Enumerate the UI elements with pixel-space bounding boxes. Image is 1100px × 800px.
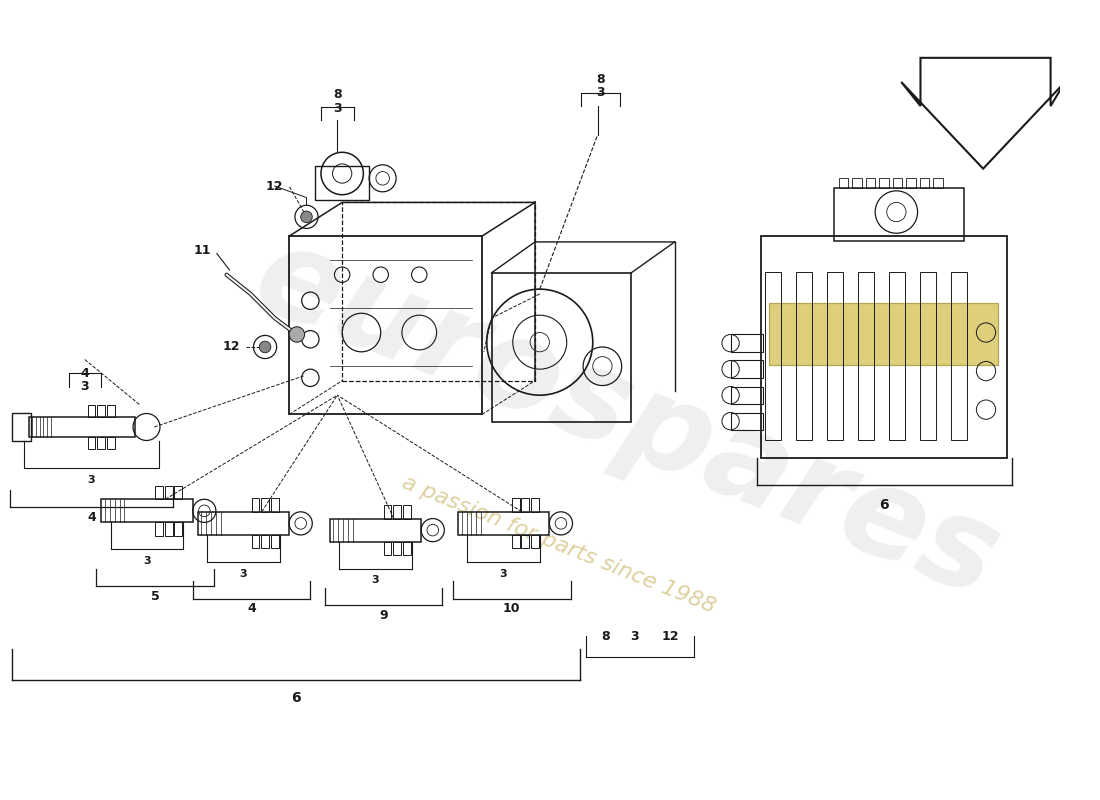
Text: 4: 4 [80, 366, 89, 379]
Bar [316, 166, 370, 201]
Text: 4: 4 [248, 602, 256, 615]
Bar [521, 535, 529, 549]
Bar [906, 178, 915, 188]
Bar [889, 272, 904, 441]
Bar [403, 505, 410, 518]
Bar [403, 542, 410, 555]
Bar [261, 535, 268, 549]
Text: 10: 10 [503, 602, 520, 615]
Bar [521, 498, 529, 512]
Text: 3: 3 [80, 380, 89, 393]
Bar [512, 535, 519, 549]
Bar [892, 178, 902, 188]
Text: 3: 3 [596, 86, 605, 99]
Bar [198, 512, 289, 535]
Text: 3: 3 [240, 569, 248, 578]
Text: 3: 3 [630, 630, 638, 642]
Bar [175, 486, 183, 499]
Circle shape [289, 326, 305, 342]
Bar [252, 498, 260, 512]
Text: 11: 11 [194, 244, 211, 257]
Bar [88, 405, 96, 418]
Bar [730, 334, 763, 352]
Bar [88, 437, 96, 449]
Bar [879, 178, 889, 188]
Text: 8: 8 [601, 630, 609, 642]
Text: 12: 12 [661, 630, 679, 642]
Bar [827, 272, 843, 441]
Bar [769, 302, 998, 365]
Text: 5: 5 [151, 590, 160, 603]
Text: 6: 6 [292, 691, 300, 705]
Bar [761, 236, 1008, 458]
Bar [834, 188, 964, 241]
Bar [866, 178, 876, 188]
Text: 8: 8 [333, 88, 342, 102]
Bar [852, 178, 861, 188]
Text: a passion for parts since 1988: a passion for parts since 1988 [399, 472, 718, 617]
Bar [342, 202, 535, 381]
Bar [261, 498, 268, 512]
Text: 4: 4 [87, 511, 96, 524]
Text: 3: 3 [88, 475, 96, 485]
Bar [393, 505, 402, 518]
Text: 12: 12 [266, 179, 284, 193]
Text: 9: 9 [379, 609, 388, 622]
Bar [838, 178, 848, 188]
Text: 3: 3 [333, 102, 342, 114]
Bar [393, 542, 402, 555]
Bar [858, 272, 873, 441]
Bar [29, 418, 135, 437]
Bar [531, 498, 539, 512]
Bar [512, 498, 519, 512]
Text: 3: 3 [372, 575, 379, 586]
Bar [730, 413, 763, 430]
Bar [933, 178, 943, 188]
Bar [107, 437, 114, 449]
Bar [175, 522, 183, 536]
Bar [155, 522, 163, 536]
Bar [796, 272, 812, 441]
Bar [165, 522, 173, 536]
Bar [730, 361, 763, 378]
Bar [107, 405, 114, 418]
Bar [97, 405, 106, 418]
Bar [330, 518, 421, 542]
Bar [289, 236, 482, 414]
Bar [97, 437, 106, 449]
Bar [101, 499, 192, 522]
Bar [458, 512, 549, 535]
Bar [384, 542, 392, 555]
Bar [12, 413, 31, 442]
Bar [271, 498, 278, 512]
Bar [766, 272, 781, 441]
Text: 12: 12 [222, 341, 240, 354]
Text: 3: 3 [499, 569, 507, 578]
Bar [492, 273, 631, 422]
Text: 8: 8 [596, 73, 605, 86]
Bar [252, 535, 260, 549]
Bar [165, 486, 173, 499]
Bar [531, 535, 539, 549]
Text: 3: 3 [143, 556, 151, 566]
Text: 6: 6 [880, 498, 889, 512]
Circle shape [260, 342, 271, 353]
Bar [920, 178, 929, 188]
Bar [730, 386, 763, 404]
Bar [384, 505, 392, 518]
Bar [155, 486, 163, 499]
Bar [271, 535, 278, 549]
Circle shape [300, 211, 312, 222]
Bar [952, 272, 967, 441]
Text: eurospares: eurospares [238, 215, 1015, 623]
Bar [921, 272, 936, 441]
